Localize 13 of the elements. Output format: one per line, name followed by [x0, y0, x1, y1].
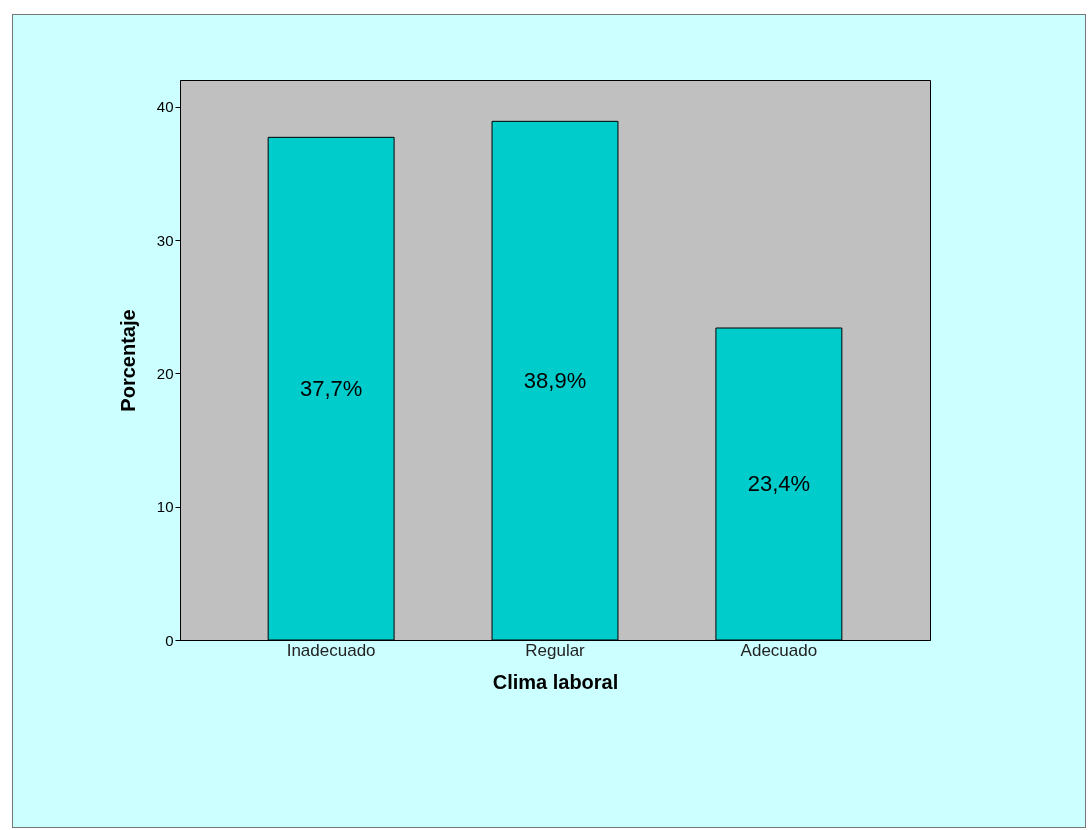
x-axis-title: Clima laboral — [492, 670, 619, 693]
data-label: 37,7% — [299, 375, 363, 401]
x-tick-label: Adecuado — [740, 640, 818, 660]
y-tick-label: 10 — [156, 498, 174, 516]
y-tick-label: 30 — [156, 231, 174, 249]
y-tick-label: 40 — [156, 98, 174, 116]
x-tick-label: Inadecuado — [286, 640, 376, 660]
y-tick-label: 20 — [156, 364, 174, 382]
x-tick-label: Regular — [525, 640, 586, 660]
y-tick-label: 0 — [165, 631, 174, 649]
data-label: 23,4% — [747, 471, 811, 496]
data-label: 38,9% — [523, 367, 587, 393]
y-axis-title: Porcentaje — [116, 309, 139, 412]
